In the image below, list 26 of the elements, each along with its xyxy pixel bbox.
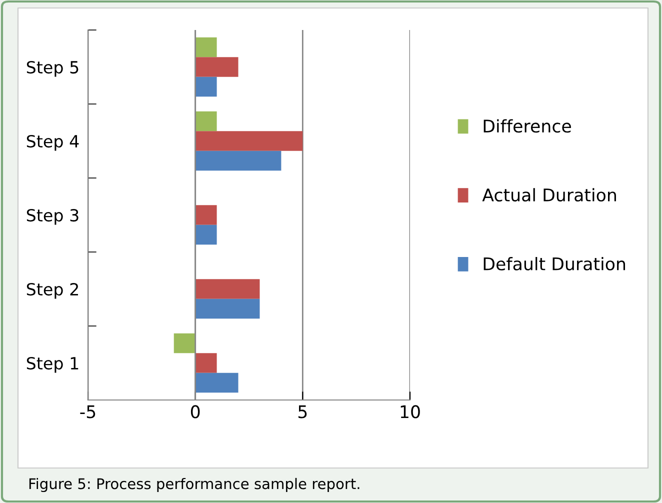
bar xyxy=(195,372,238,393)
legend-label: Actual Duration xyxy=(482,188,616,202)
y-tick-label: Step 4 xyxy=(26,134,79,151)
x-tick-label: 5 xyxy=(298,405,307,418)
bar xyxy=(174,333,196,354)
y-tick-label: Step 5 xyxy=(26,60,78,77)
bar xyxy=(195,279,260,299)
y-tick-label: Step 3 xyxy=(26,208,78,225)
bar xyxy=(195,131,303,151)
bar xyxy=(195,353,217,373)
legend-label: Difference xyxy=(484,119,571,133)
x-tick-label: 0 xyxy=(190,405,200,418)
bar xyxy=(195,150,282,171)
bar xyxy=(195,298,260,319)
bar xyxy=(195,224,217,245)
bar xyxy=(195,111,217,132)
legend-label: Default Duration xyxy=(484,256,626,270)
bar xyxy=(195,76,217,97)
bar xyxy=(195,205,217,225)
x-tick-label: 10 xyxy=(400,405,420,418)
caption: Figure 5: Process performance sample report. xyxy=(29,478,360,492)
bar xyxy=(195,57,238,77)
bar xyxy=(195,37,217,58)
x-tick-label: -5 xyxy=(80,405,96,418)
y-tick-label: Step 2 xyxy=(26,282,78,299)
y-tick-label: Step 1 xyxy=(26,356,78,373)
